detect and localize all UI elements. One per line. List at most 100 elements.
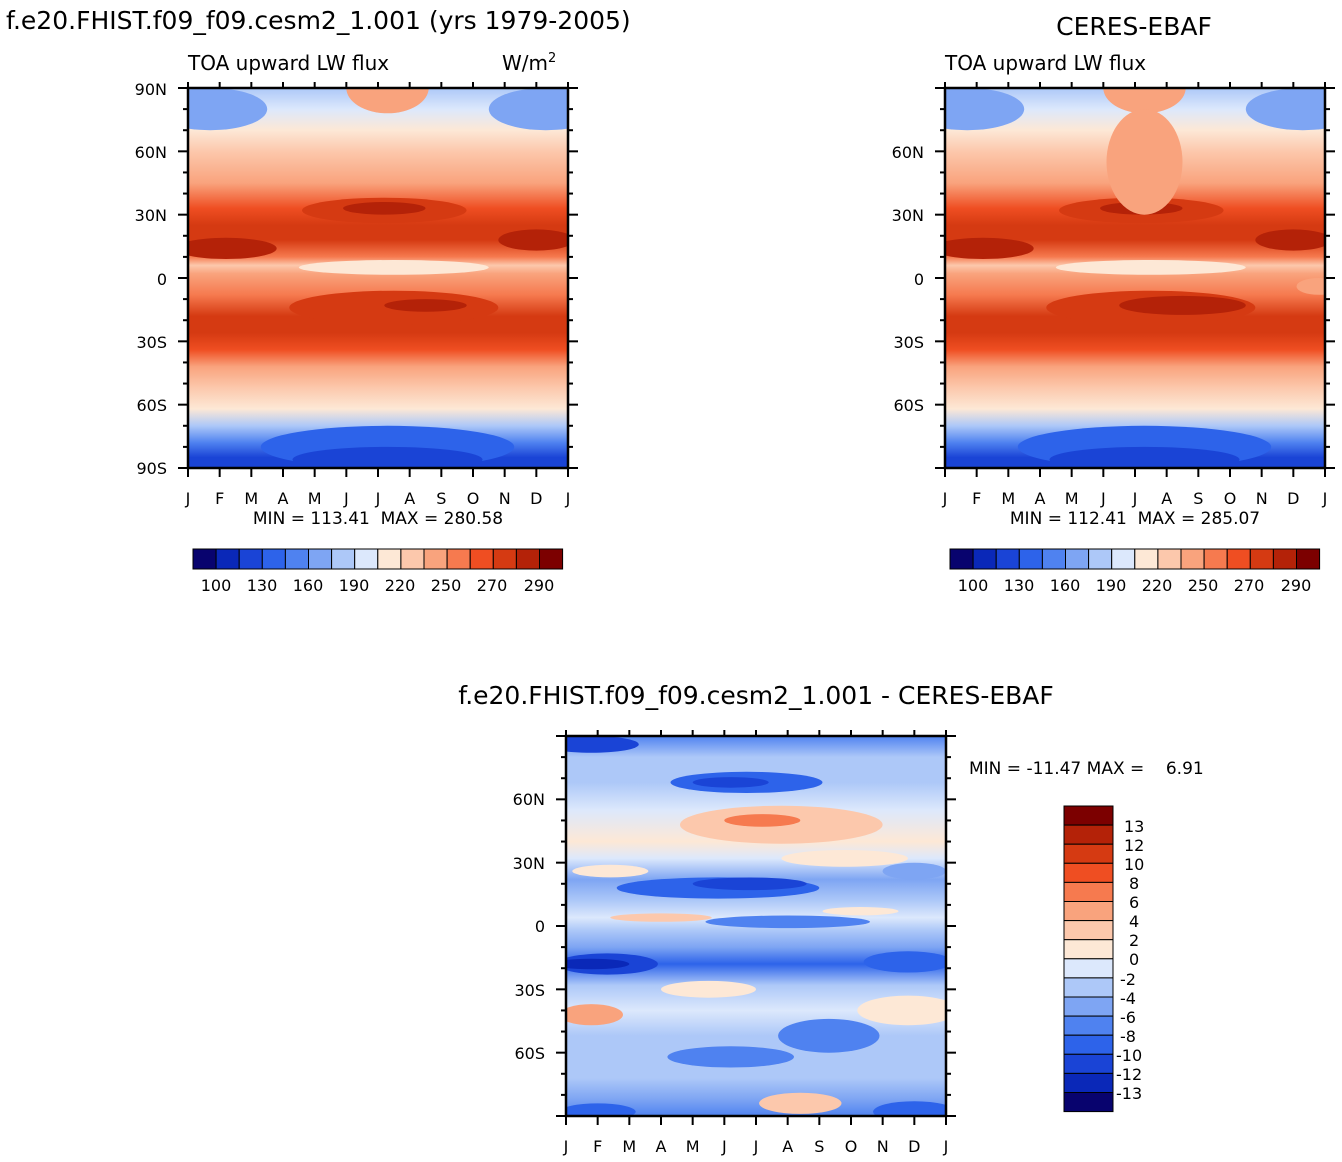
obs-y-label-30s: 30S [893, 333, 924, 352]
blobsDiff-feature [724, 814, 801, 827]
colorbar-box [1063, 1072, 1114, 1094]
obs-x-label-dec: D [1287, 489, 1299, 508]
diff-cb-label-12: 12 [1124, 836, 1144, 855]
obs-x-label-may: M [1065, 489, 1079, 508]
blobsDiff-feature [566, 1004, 623, 1026]
model-cb-label-250: 250 [431, 576, 462, 595]
colorbar-box [1063, 939, 1114, 960]
model-x-label-sep: S [436, 489, 446, 508]
colorbar-box [1180, 548, 1205, 570]
model-cb-label-220: 220 [385, 576, 416, 595]
model-y-label-30n: 30N [135, 206, 167, 225]
model-x-label-apr: A [278, 489, 289, 508]
diff-min-max: MIN = -11.47 MAX = 6.91 [969, 759, 1204, 779]
colorbar-box [515, 548, 541, 570]
blobsObs-feature [1119, 295, 1246, 315]
colorbar-box [1063, 1015, 1114, 1036]
blobsDiff-feature [857, 995, 946, 1026]
obs-x-label-apr: A [1035, 489, 1046, 508]
colorbar-box [972, 548, 997, 570]
blobsObs-feature [1103, 88, 1186, 114]
model-field-base [188, 88, 568, 468]
blobsModel-feature [292, 446, 483, 468]
colorbar-box [469, 548, 494, 570]
model-x-label-aug: A [404, 489, 415, 508]
diff-x-label-feb: F [593, 1137, 602, 1156]
blobsDiff-feature [863, 951, 946, 973]
diff-axis-ticks [556, 730, 956, 1125]
model-colorbar: 100 130 160 190 220 250 270 290 [192, 548, 564, 595]
model-cb-label-160: 160 [293, 576, 324, 595]
model-x-label-dec: D [530, 489, 542, 508]
colorbar-box [261, 548, 286, 570]
model-y-label-60n: 60N [135, 143, 167, 162]
obs-panel: CERES-EBAF TOA upward LW flux 60N 30N 0 … [892, 12, 1335, 595]
model-min-max: MIN = 113.41 MAX = 280.58 [253, 509, 503, 529]
obs-y-label-60n: 60N [892, 143, 924, 162]
diff-x-label-dec: D [908, 1137, 920, 1156]
colorbar-box [1226, 548, 1251, 570]
model-x-label-feb: F [215, 489, 224, 508]
diff-y-label-eq: 0 [535, 917, 545, 936]
colorbar-box [1134, 548, 1159, 570]
colorbar-box [1063, 843, 1114, 864]
obs-colorbar: 100 130 160 190 220 250 270 290 [949, 548, 1321, 595]
blobsDiff-feature [667, 1046, 794, 1068]
obs-x-labels: J F M A M J J A S O N D J [942, 489, 1328, 508]
diff-cb-label-neg13: -13 [1116, 1084, 1142, 1103]
colorbar-box [192, 548, 217, 570]
obs-subtitle: TOA upward LW flux [944, 51, 1146, 75]
blobsDiff-feature [661, 980, 756, 998]
colorbar-box [1088, 548, 1113, 570]
colorbar-box [1296, 548, 1321, 570]
diff-y-labels: 60N 30N 0 30S 60S [513, 790, 545, 1063]
obs-x-label-nov: N [1256, 489, 1268, 508]
diff-colorbar: 13 12 10 8 6 4 2 0 -2 -4 -6 -8 -10 -12 -… [1063, 805, 1144, 1113]
colorbar-box [284, 548, 309, 570]
diff-title: f.e20.FHIST.f09_f09.cesm2_1.001 - CERES-… [458, 681, 1054, 710]
model-field-features [188, 88, 568, 468]
blobsModel-feature [188, 88, 268, 131]
model-units-base: W/m [502, 51, 548, 75]
blobsModel-feature [188, 237, 277, 259]
model-x-label-jan: J [185, 489, 191, 508]
colorbar-box [446, 548, 471, 570]
diff-cb-label-neg6: -6 [1120, 1008, 1136, 1027]
diff-y-label-60s: 60S [514, 1044, 545, 1063]
diff-x-label-oct: O [845, 1137, 858, 1156]
model-cb-label-130: 130 [247, 576, 278, 595]
colorbar-box [1063, 996, 1114, 1017]
diff-x-label-mar: M [622, 1137, 636, 1156]
model-y-labels: 90N 60N 30N 0 30S 60S 90S [135, 80, 167, 478]
blobsDiff-feature [610, 913, 712, 922]
colorbar-box [492, 548, 517, 570]
diff-x-labels: J F M A M J J A S O N D J [563, 1137, 949, 1156]
obs-x-label-feb: F [972, 489, 981, 508]
diff-y-label-30s: 30S [514, 981, 545, 1000]
diff-x-label-aug: A [782, 1137, 793, 1156]
diff-cb-label-6: 6 [1129, 893, 1139, 912]
colorbar-box [1272, 548, 1298, 570]
obs-cb-label-290: 290 [1281, 576, 1312, 595]
model-y-label-90s: 90S [136, 459, 167, 478]
model-plot-area [178, 82, 578, 477]
blobsDiff-feature [692, 777, 769, 788]
blobsDiff-feature [566, 1103, 636, 1116]
colorbar-box [1157, 548, 1182, 570]
diff-cb-label-neg4: -4 [1120, 989, 1136, 1008]
obs-x-label-jun: J [1100, 489, 1106, 508]
diff-cb-label-13: 13 [1124, 817, 1144, 836]
blobsObs-feature [1255, 229, 1325, 251]
colorbar-box [1111, 548, 1136, 570]
model-colorbar-boxes [192, 548, 564, 570]
model-y-label-90n: 90N [135, 80, 167, 99]
colorbar-box [1063, 901, 1114, 922]
obs-axis-ticks [935, 82, 1335, 477]
model-y-label-eq: 0 [157, 270, 167, 289]
diff-x-label-jan: J [563, 1137, 569, 1156]
blobsObs-feature [1055, 260, 1246, 275]
colorbar-box [1041, 548, 1067, 570]
model-axis-ticks [178, 82, 578, 477]
